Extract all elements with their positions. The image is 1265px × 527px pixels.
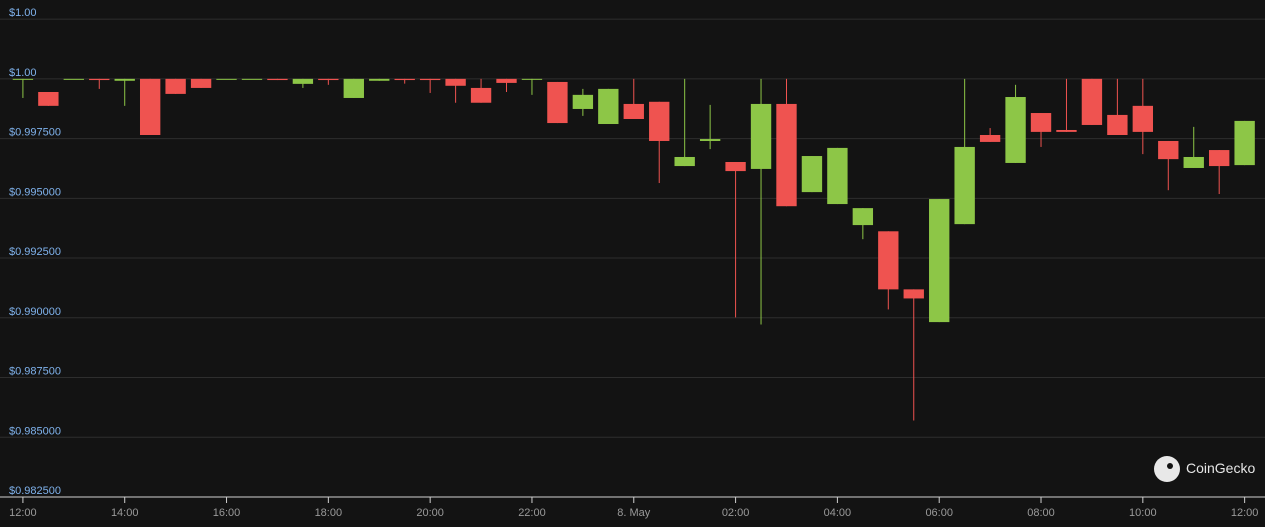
candle-body [903,289,924,299]
candle-body [929,199,950,323]
candle-body [470,87,492,103]
candle-body [12,78,34,80]
x-tick-label: 18:00 [315,507,343,519]
candle-body [267,78,288,81]
candle-body [699,139,721,141]
watermark: CoinGecko [1154,456,1255,482]
candle-body [38,91,59,106]
candle-body [445,78,466,86]
x-tick-label: 02:00 [722,507,750,519]
candle-body [598,88,619,125]
candle-body [292,78,314,84]
candle-body [725,162,746,172]
y-tick-label: $0.992500 [9,246,61,258]
x-tick-label: 8. May [617,507,651,519]
candle-body [750,103,772,169]
candle-body [801,156,823,193]
candle-body [216,78,237,80]
y-tick-label: $0.990000 [9,306,61,318]
grid [0,18,1265,503]
x-tick-label: 16:00 [213,507,241,519]
candle-body [776,103,797,207]
x-tick-label: 06:00 [925,507,953,519]
candle-body [318,78,339,81]
candle-body [649,101,670,141]
candle-body [190,78,212,88]
candle-body [394,78,415,81]
candle-body [165,78,186,94]
x-tick-label: 04:00 [824,507,852,519]
candle-body [1234,120,1255,166]
candle-body [89,78,110,81]
candle-body [954,146,975,225]
candle-body [343,78,364,98]
candle-body [1056,129,1077,132]
candle-body [241,78,263,80]
candle-body [827,147,848,205]
candle-body [674,156,695,167]
y-tick-label: $0.985000 [9,425,61,437]
watermark-logo [1154,456,1180,482]
x-tick-label: 20:00 [416,507,444,519]
candle-body [1081,78,1103,125]
y-tick-label: $1.00 [9,67,37,79]
x-tick-label: 14:00 [111,507,139,519]
candle-body [496,78,517,83]
candle-body [1209,150,1230,167]
candle-body [521,78,543,80]
x-tick-label: 12:00 [9,507,37,519]
candle-body [419,78,441,81]
candle-body [1005,97,1026,163]
y-tick-label: $0.997500 [9,127,61,139]
y-tick-label: $1.00 [9,7,37,19]
candle-body [547,81,568,124]
candle-body [878,231,899,290]
candle-body [63,78,84,80]
candle-body [623,103,644,119]
candle-body [1183,156,1204,168]
candle-body [1132,105,1154,132]
candle-body [852,208,874,226]
candle-body [1107,114,1128,136]
candle-body [572,94,594,109]
x-tick-label: 10:00 [1129,507,1157,519]
candle-body [139,78,161,136]
watermark-logo-eye [1167,463,1173,469]
candle-body [979,135,1001,142]
candle-body [369,78,390,81]
labels: $1.00 $1.00 $0.997500 $0.995000 $0.992500 $0.… [9,7,1258,519]
candle-body [1030,113,1052,132]
x-tick-label: 12:00 [1231,507,1259,519]
candles [12,78,1255,421]
candle-body [114,78,135,81]
y-tick-label: $0.982500 [9,485,61,497]
x-tick-label: 22:00 [518,507,546,519]
y-tick-label: $0.987500 [9,366,61,378]
y-tick-label: $0.995000 [9,186,61,198]
watermark-text: CoinGecko [1186,460,1255,476]
x-tick-label: 08:00 [1027,507,1055,519]
candle-body [1158,140,1179,160]
